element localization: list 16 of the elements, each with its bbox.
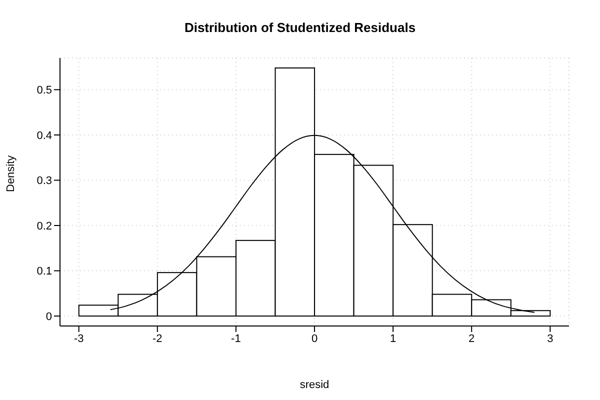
x-tick-label: -3	[74, 332, 84, 345]
y-tick-label: 0.5	[36, 84, 52, 97]
x-axis-title: sresid	[300, 379, 330, 391]
x-tick-label: -2	[152, 332, 162, 345]
x-tick-label: -1	[231, 332, 241, 345]
x-tick-label: 1	[390, 332, 396, 345]
y-tick-label: 0.3	[36, 175, 52, 188]
x-tick-label: 2	[468, 332, 475, 345]
y-tick-label: 0.2	[36, 220, 52, 232]
y-tick-label: 0.1	[36, 266, 52, 278]
chart-title: Distribution of Studentized Residuals	[183, 20, 417, 35]
y-axis-title: Density	[4, 154, 17, 192]
x-tick-label: 3	[547, 332, 554, 345]
y-tick-label: 0	[46, 310, 52, 323]
x-tick-label: 0	[311, 332, 318, 345]
y-tick-label: 0.4	[36, 130, 52, 142]
